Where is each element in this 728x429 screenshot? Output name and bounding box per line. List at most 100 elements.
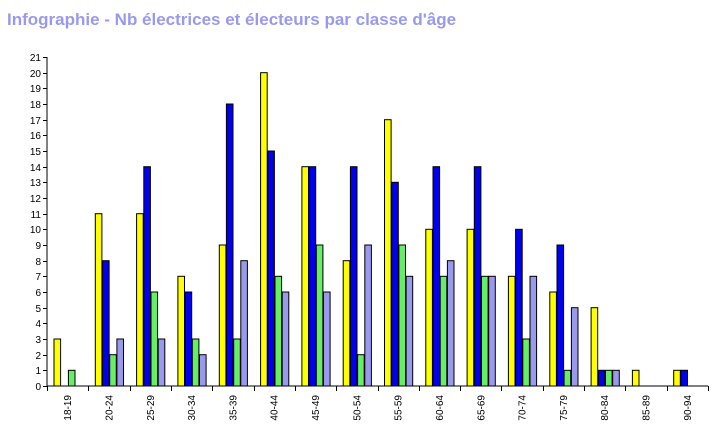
bar-series-3: [274, 275, 283, 387]
x-tick-label: 45-49: [311, 395, 322, 421]
bar-series-2: [184, 291, 193, 387]
bar-series-2: [225, 103, 234, 387]
x-tick-label: 50-54: [352, 395, 363, 421]
bar-series-4: [446, 260, 455, 387]
x-tick-label: 20-24: [104, 395, 115, 421]
y-tick-label: 15: [30, 147, 42, 158]
bar-series-2: [102, 260, 110, 387]
y-tick-label: 5: [35, 304, 41, 315]
x-tick-label: 18-19: [63, 395, 74, 421]
bar-series-3: [522, 338, 530, 387]
x-tick-label: 30-34: [187, 395, 198, 421]
bar-series-3: [357, 354, 365, 387]
bar-series-2: [680, 369, 689, 387]
y-tick-label: 16: [30, 131, 42, 142]
chart-title: Infographie - Nb électrices et électeurs…: [7, 10, 457, 29]
y-tick-label: 0: [35, 382, 41, 393]
bar-series-1: [342, 260, 351, 387]
y-tick-label: 7: [35, 272, 41, 283]
bar-series-4: [488, 275, 496, 387]
bar-series-3: [605, 369, 613, 387]
x-tick-label: 70-74: [518, 395, 529, 421]
bar-series-2: [267, 150, 275, 387]
bar-series-1: [590, 307, 599, 387]
bar-series-1: [631, 369, 640, 387]
y-tick-label: 21: [30, 53, 42, 64]
x-tick-label: 40-44: [270, 395, 281, 421]
bar-series-2: [556, 244, 565, 387]
x-axis: 18-19 20-24 25-29 30-34 35-39 40-44 45-49 50-54…: [47, 386, 709, 421]
bar-series-3: [439, 275, 448, 387]
bar-series-3: [233, 338, 241, 387]
bars: [53, 72, 689, 387]
bar-series-1: [384, 119, 392, 387]
bar-series-2: [597, 369, 606, 387]
y-tick-label: 11: [31, 210, 42, 221]
bar-series-4: [157, 338, 166, 387]
bar-series-4: [529, 275, 538, 387]
bar-series-1: [94, 213, 103, 387]
bar-series-2: [391, 181, 399, 387]
y-tick-label: 6: [35, 288, 41, 299]
bar-series-3: [481, 275, 489, 387]
bar-series-4: [364, 244, 372, 387]
bar-series-1: [466, 228, 475, 387]
bar-series-3: [563, 369, 572, 387]
bar-series-4: [405, 275, 414, 387]
bar-series-3: [150, 291, 159, 387]
bar-series-4: [570, 307, 579, 387]
y-tick-label: 12: [30, 194, 42, 205]
y-tick-label: 14: [30, 163, 42, 174]
bar-series-3: [67, 369, 76, 387]
bar-series-1: [549, 291, 557, 387]
bar-series-4: [612, 369, 620, 387]
bar-series-1: [53, 338, 62, 387]
bar-series-2: [432, 166, 441, 387]
x-tick-label: 90-94: [683, 395, 694, 421]
bar-series-1: [218, 244, 227, 387]
x-tick-label: 85-89: [642, 395, 653, 421]
x-tick-label: 35-39: [228, 395, 239, 421]
bar-series-1: [301, 166, 309, 387]
y-tick-label: 10: [30, 225, 42, 236]
bar-series-1: [507, 275, 516, 387]
bar-series-4: [240, 260, 248, 387]
bar-series-3: [315, 244, 324, 387]
x-tick-label: 65-69: [476, 395, 487, 421]
x-tick-label: 25-29: [146, 395, 157, 421]
bar-series-2: [473, 166, 482, 387]
bar-series-1: [177, 275, 185, 387]
x-tick-label: 75-79: [559, 395, 570, 421]
y-tick-label: 17: [30, 116, 42, 127]
bar-series-4: [281, 291, 290, 387]
y-tick-label: 3: [35, 335, 41, 346]
bar-series-4: [116, 338, 125, 387]
y-tick-label: 18: [30, 100, 42, 111]
y-tick-label: 20: [30, 69, 42, 80]
bar-series-2: [515, 228, 523, 387]
bar-series-1: [673, 369, 681, 387]
bar-series-4: [323, 291, 331, 387]
x-tick-label: 55-59: [394, 395, 405, 421]
bar-series-1: [136, 213, 144, 387]
x-tick-label: 60-64: [435, 395, 446, 421]
y-tick-label: 1: [35, 366, 41, 377]
bar-series-1: [260, 72, 268, 387]
bar-series-1: [425, 228, 433, 387]
bar-series-4: [199, 354, 207, 387]
y-tick-label: 9: [35, 241, 41, 252]
bar-series-2: [349, 166, 358, 387]
y-tick-label: 2: [35, 351, 41, 362]
bar-series-2: [308, 166, 317, 387]
bar-series-2: [143, 166, 151, 387]
y-tick-label: 13: [30, 178, 42, 189]
y-tick-label: 8: [35, 257, 41, 268]
bar-series-3: [109, 354, 117, 387]
bar-series-3: [191, 338, 200, 387]
y-tick-label: 19: [30, 84, 42, 95]
x-tick-label: 80-84: [600, 395, 611, 421]
y-tick-label: 4: [35, 319, 41, 330]
bar-series-3: [398, 244, 406, 387]
